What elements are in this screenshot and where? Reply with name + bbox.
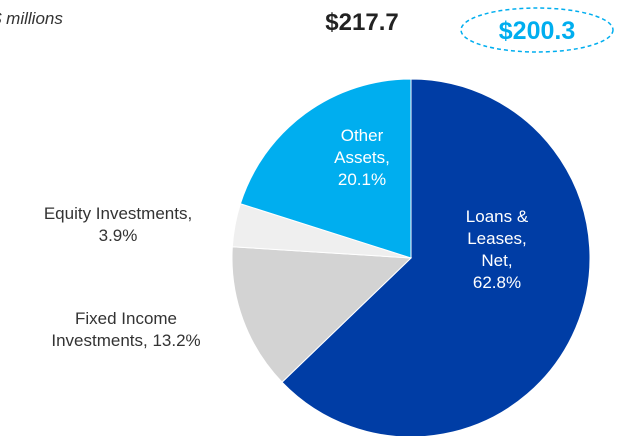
annotation-outline <box>460 7 614 53</box>
total-annotation: $217.7 <box>325 9 398 36</box>
category-label: Loans & Leases, Net, <box>465 207 529 270</box>
value-label: 13.2% <box>152 331 201 350</box>
slice-label: Other Assets, 20.1% <box>326 125 398 191</box>
slice-label: Fixed Income Investments, 13.2% <box>31 308 221 352</box>
pie-slice <box>281 78 591 436</box>
slice-label: Equity Investments, 3.9% <box>23 203 213 247</box>
value-label: 3.9% <box>98 226 138 245</box>
value-label: 62.8% <box>472 273 522 292</box>
category-label: Equity Investments, <box>43 204 193 223</box>
value-label: 20.1% <box>337 170 387 189</box>
slice-label: Loans & Leases, Net, 62.8% <box>461 206 533 294</box>
subtitle: $ millions <box>0 9 63 28</box>
pie-slice <box>239 78 412 259</box>
category-label: Fixed Income Investments, <box>51 309 178 350</box>
category-label: Other Assets, <box>334 126 390 167</box>
prior-annotation: $200.3 <box>499 17 575 45</box>
pie <box>231 78 591 436</box>
pie-slice <box>231 246 413 383</box>
